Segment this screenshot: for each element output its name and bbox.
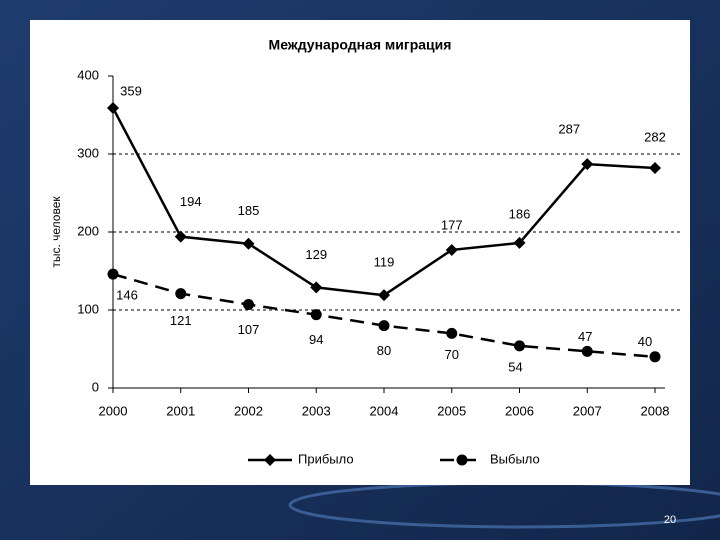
point [446,327,458,339]
point [649,162,661,175]
x-tick-label: 2007 [573,403,602,418]
point [310,309,322,321]
data-label: 185 [238,203,260,218]
y-axis-label: тыс. человек [49,196,63,268]
page-number: 20 [664,514,676,526]
chart-area [30,20,690,485]
point [445,243,458,256]
data-label: 70 [445,347,459,362]
y-tick-label: 100 [77,301,99,316]
point [174,230,187,243]
x-tick-label: 2003 [302,403,331,418]
data-label: 94 [309,332,323,347]
point [513,236,526,249]
point [514,340,525,352]
data-label: 54 [508,359,522,374]
y-tick-label: 0 [92,379,99,394]
x-tick-label: 2004 [370,403,399,418]
data-label: 359 [120,83,142,98]
point [243,299,254,311]
x-tick-label: 2000 [99,403,128,418]
x-tick-label: 2005 [437,403,466,418]
point [378,320,390,332]
x-tick-label: 2006 [505,403,534,418]
legend-label: Выбыло [490,451,540,466]
chart-title: Международная миграция [269,37,452,53]
data-label: 40 [638,334,652,349]
point [581,158,594,171]
data-label: 80 [377,343,391,358]
point [310,281,323,294]
data-label: 287 [558,122,580,137]
data-label: 186 [509,206,531,221]
point [649,351,661,363]
data-label: 129 [305,247,327,262]
legend-label: Прибыло [298,451,354,466]
y-tick-label: 200 [77,223,99,238]
data-label: 47 [578,329,592,344]
data-label: 107 [238,322,260,337]
point [378,289,390,302]
data-label: 282 [644,129,666,144]
data-label: 119 [374,255,395,270]
y-tick-label: 400 [77,67,99,82]
y-tick-label: 300 [77,145,99,160]
point [581,345,593,357]
x-tick-label: 2008 [641,403,670,418]
data-label: 194 [180,194,202,209]
data-label: 177 [441,217,463,232]
point [242,237,255,250]
point [107,101,119,114]
data-label: 146 [116,288,138,303]
data-label: 121 [170,313,192,328]
x-tick-label: 2001 [166,403,195,418]
legend-marker [264,454,276,466]
legend-marker [456,454,468,466]
point [175,288,187,300]
point [107,268,119,280]
x-tick-label: 2002 [234,403,263,418]
